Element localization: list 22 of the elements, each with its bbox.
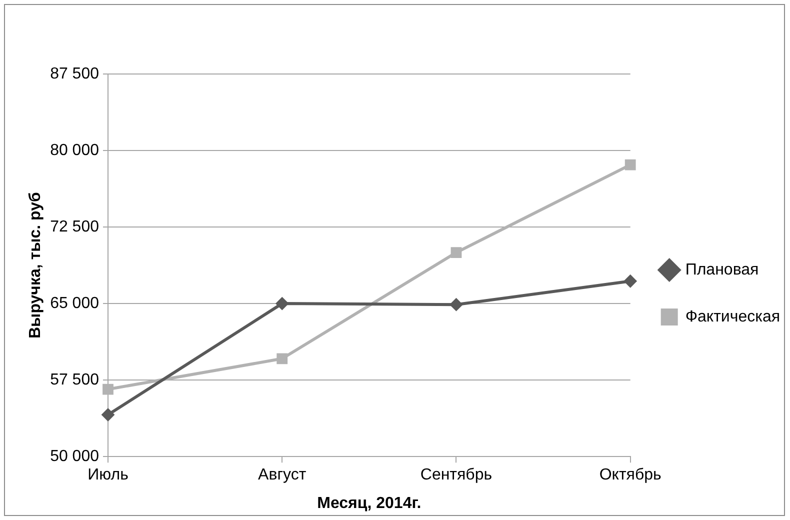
- point: [624, 159, 636, 170]
- y-tick-label: 87 500: [50, 65, 100, 82]
- y-tick-label: 72 500: [50, 218, 100, 236]
- y-tick-label: 80 000: [50, 142, 100, 159]
- point: [102, 408, 114, 422]
- x-tick-label: Август: [258, 466, 307, 484]
- y-tick-label: 50 000: [50, 448, 100, 466]
- x-tick-label: Сентябрь: [420, 466, 492, 484]
- legend-label: Фактическая: [685, 308, 780, 326]
- x-axis-title: Месяц, 2014г.: [317, 494, 422, 512]
- point: [276, 297, 289, 310]
- y-axis-title: Выручка, тыс. руб: [27, 192, 44, 339]
- point: [450, 298, 463, 312]
- y-tick-label: 57 500: [50, 371, 100, 388]
- x-tick-label: Октябрь: [599, 466, 662, 484]
- point: [276, 353, 288, 364]
- x-tick-label: Июль: [88, 466, 128, 484]
- y-tick-label: 65 000: [50, 294, 100, 312]
- legend-label: Плановая: [685, 261, 759, 278]
- point: [450, 247, 462, 258]
- point: [102, 384, 114, 395]
- point: [624, 274, 637, 288]
